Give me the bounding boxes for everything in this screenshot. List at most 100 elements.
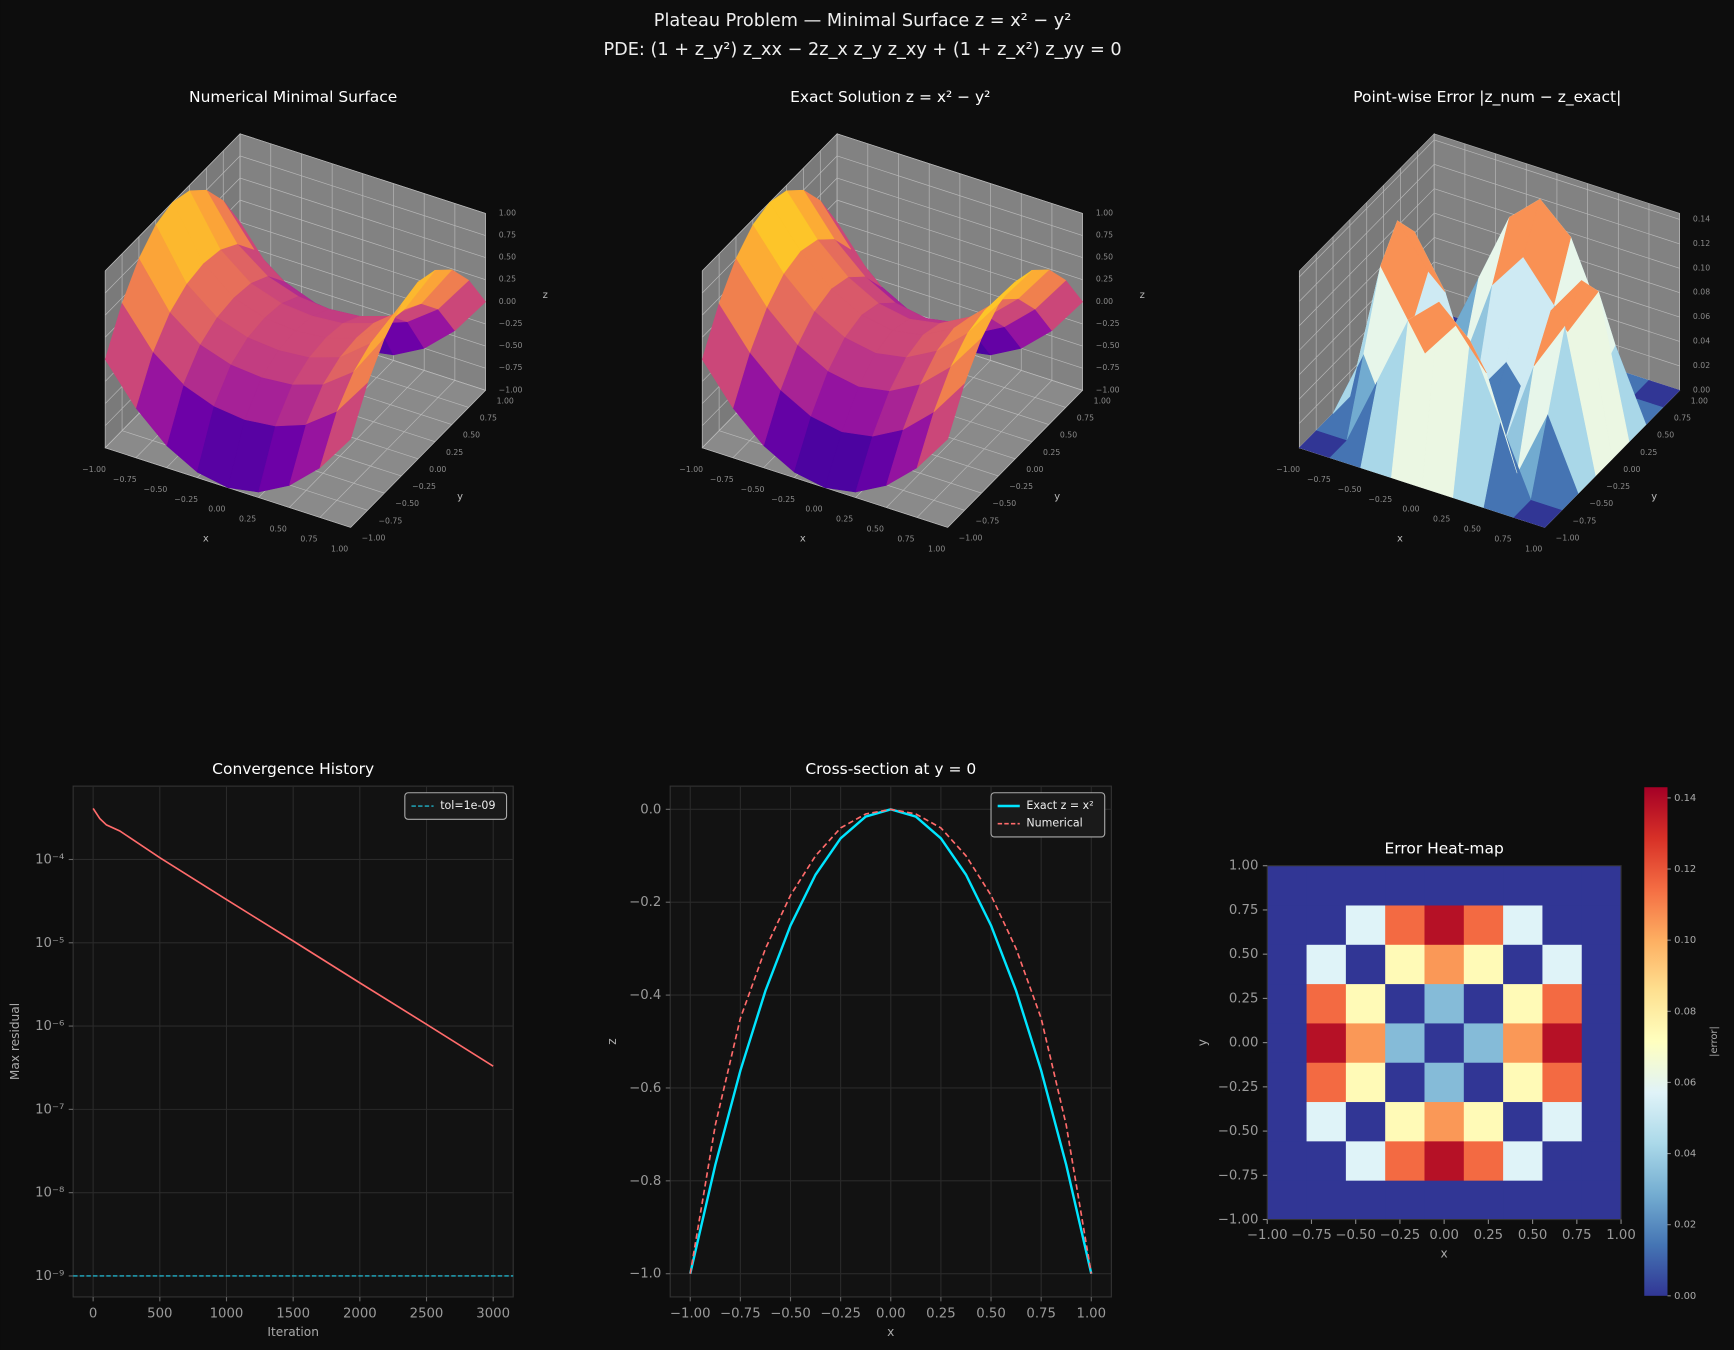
y-tick-label: −1.00 [362,533,386,542]
heatmap-cell [1306,865,1347,906]
z-tick-label: 0.25 [499,275,516,284]
y-axis-label: y [1054,491,1060,502]
z-tick-label: −0.50 [499,341,523,350]
x-tick-label: 0.25 [1474,1228,1504,1243]
y-tick-label: −1.00 [1218,1213,1259,1228]
y-tick-label: −0.25 [1218,1080,1259,1095]
x-tick-label: −0.75 [710,475,734,484]
heatmap-cell [1385,865,1425,906]
heatmap-cell [1542,1101,1583,1142]
legend: tol=1e-09 [404,792,508,820]
y-tick-label: 0.00 [1026,465,1043,474]
heatmap-cell [1267,1180,1307,1220]
x-tick-label: 1500 [276,1307,310,1322]
heatmap-cell [1463,944,1504,985]
z-tick-label: 0.75 [499,231,516,240]
x-axis-label: Iteration [267,1325,319,1339]
legend-box [404,792,508,820]
grid-line [837,155,1083,236]
heatmap-cell [1503,983,1543,1024]
x-tick-label: −1.00 [1276,465,1300,474]
subplot-title: Cross-section at y = 0 [805,760,976,778]
x-axis-label: x [1441,1246,1448,1260]
y-tick-label: −0.25 [1009,482,1033,491]
heatmap-cell [1463,1062,1504,1103]
grid-line [837,177,1083,258]
heatmap-cell [1503,865,1543,906]
heatmap-cell [1503,944,1543,985]
grid-line [1299,139,1435,278]
x-tick-label: 500 [147,1307,172,1322]
heatmap-cell [1424,1101,1465,1142]
colorbar-tick-label: 0.04 [1674,1149,1696,1160]
heatmap-cell [1306,1022,1347,1063]
x-tick-label: −0.25 [771,495,795,504]
x-tick-label: 1.00 [1525,545,1542,554]
y-tick-label: −0.50 [1590,499,1614,508]
z-tick-label: 0.08 [1693,288,1710,297]
y-tick-label: 1.00 [497,396,514,405]
colorbar [1644,787,1668,1296]
z-tick-label: −0.25 [499,319,523,328]
grid-line [837,133,1083,214]
y-tick-label: 0.00 [429,465,446,474]
heatmap-cell [1503,1180,1543,1220]
x-tick-label: 0.75 [1562,1228,1592,1243]
y-tick-label: 10⁻⁵ [35,936,64,951]
z-tick-label: 0.10 [1693,263,1710,272]
y-tick-label: 0.75 [1077,413,1094,422]
subplot-title: Point-wise Error |z_num − z_exact| [1353,88,1621,107]
x-tick-label: 0.25 [836,515,853,524]
heatmap-cell [1267,944,1307,985]
x-tick-label: −0.25 [820,1307,861,1322]
heatmap-cell [1581,1022,1622,1063]
y-tick-label: 10⁻⁴ [35,852,64,867]
z-tick-label: 0.06 [1693,312,1710,321]
y-tick-label: 0.00 [1623,465,1640,474]
heatmap-cell [1306,983,1347,1024]
y-tick-label: 0.50 [1060,431,1077,440]
heatmap-cell [1306,905,1347,945]
heatmap-cell [1267,1140,1307,1181]
x-tick-label: −0.50 [144,485,168,494]
y-tick-label: 10⁻⁶ [35,1019,64,1034]
colorbar-label: |error| [1709,1026,1720,1057]
subplot-title: Error Heat-map [1385,840,1504,858]
heatmap-cell [1345,1101,1386,1142]
x-tick-label: −0.75 [113,475,137,484]
x-tick-label: −0.75 [720,1307,761,1322]
heatmap-cell [1306,944,1347,985]
x-tick-label: 0.50 [976,1307,1006,1322]
x-tick-label: 0.00 [876,1307,906,1322]
legend-label: tol=1e-09 [440,799,495,812]
heatmap-cell [1503,1062,1543,1103]
heatmap-cell [1345,983,1386,1024]
heatmap-cell [1424,1022,1465,1063]
z-tick-label: 0.12 [1693,239,1710,248]
heatmap-cell [1463,1101,1504,1142]
colorbar-tick-label: 0.00 [1674,1291,1696,1302]
y-tick-label: 10⁻⁹ [35,1269,64,1284]
z-tick-label: −1.00 [499,385,523,394]
heatmap-cell [1345,944,1386,985]
y-tick-label: 0.00 [1229,1036,1259,1051]
figure-title: Plateau Problem — Minimal Surface z = x²… [654,11,1072,31]
x-tick-label: −0.25 [1380,1228,1421,1243]
grid-line [239,177,486,258]
y-tick-label: −0.2 [629,895,661,910]
grid-line [239,133,486,214]
x-tick-label: 0.25 [926,1307,956,1322]
heatmap-cell [1463,865,1504,906]
z-tick-label: 1.00 [1096,208,1113,217]
y-tick-label: −0.25 [412,482,436,491]
x-tick-label: 2000 [343,1307,377,1322]
heatmap-cell [1581,1180,1622,1220]
surface-patch [104,302,154,409]
heatmap-cell [1581,983,1622,1024]
y-tick-label: 10⁻⁷ [35,1102,64,1117]
x-tick-label: 0.00 [208,505,225,514]
z-tick-label: −1.00 [1096,385,1120,394]
colorbar-tick-label: 0.12 [1674,864,1696,875]
y-tick-label: 0.50 [1657,431,1674,440]
surface-patch [319,382,369,469]
